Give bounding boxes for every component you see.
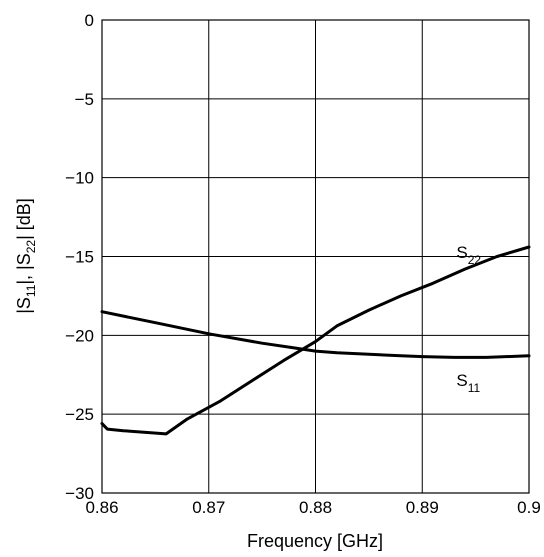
curve-label-sub: 22 — [468, 253, 482, 267]
curve-label-main: S — [456, 243, 467, 262]
tick-labels: 0.86 0.87 0.88 0.89 0.9 0 −5 −10 −15 −20 −25 −30 — [65, 11, 541, 517]
y-axis-title-sub-2: 22 — [24, 240, 38, 254]
y-tick-label-1: −5 — [75, 90, 94, 109]
curve-label-sub: 11 — [468, 381, 481, 395]
plot-frame — [101, 19, 530, 494]
series-line-s22 — [100, 245, 531, 436]
x-axis-title: Frequency [GHz] — [247, 531, 383, 551]
y-axis-title-part-3: | [dB] — [14, 198, 34, 240]
y-tick-label-5: −25 — [65, 405, 94, 424]
curve-label-s22: S22 — [456, 243, 481, 267]
x-tick-label-2: 0.88 — [299, 498, 332, 517]
y-tick-label-0: 0 — [85, 11, 94, 30]
y-tick-label-6: −30 — [65, 484, 94, 503]
x-tick-label-0: 0.86 — [85, 498, 118, 517]
y-tick-label-2: −10 — [65, 169, 94, 188]
x-tick-label-3: 0.89 — [406, 498, 439, 517]
y-axis-title: |S11|, |S22| [dB] — [14, 198, 38, 314]
y-tick-label-4: −20 — [65, 326, 94, 345]
series — [100, 245, 531, 436]
curve-label-main: S — [456, 371, 467, 390]
y-axis-title-part-1: |S — [14, 297, 34, 314]
x-tick-label-4: 0.9 — [517, 498, 541, 517]
y-axis-title-sub-1: 11 — [24, 284, 38, 297]
series-line-s11 — [100, 310, 531, 359]
x-tick-label-1: 0.87 — [192, 498, 225, 517]
curve-label-s11: S11 — [456, 371, 480, 395]
y-axis-title-part-2: |, |S — [14, 253, 34, 284]
y-tick-label-3: −15 — [65, 248, 94, 267]
